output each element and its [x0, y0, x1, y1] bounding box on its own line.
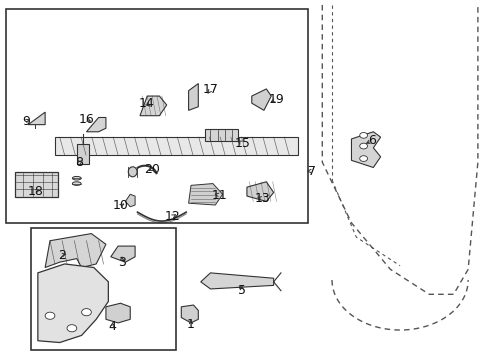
Ellipse shape: [72, 176, 81, 180]
Circle shape: [359, 156, 367, 161]
FancyBboxPatch shape: [15, 172, 58, 197]
Text: 2: 2: [58, 248, 66, 261]
Text: 17: 17: [202, 84, 218, 96]
Bar: [77, 144, 89, 164]
Ellipse shape: [72, 182, 81, 185]
Polygon shape: [181, 305, 198, 323]
Circle shape: [81, 309, 91, 316]
Text: 7: 7: [307, 165, 315, 177]
FancyBboxPatch shape: [55, 137, 297, 155]
Text: 6: 6: [367, 134, 375, 147]
Text: 20: 20: [144, 163, 160, 176]
Text: 8: 8: [75, 156, 83, 169]
Text: 1: 1: [187, 318, 195, 331]
Polygon shape: [45, 234, 106, 267]
Polygon shape: [38, 264, 108, 342]
Circle shape: [359, 132, 367, 138]
Text: 11: 11: [211, 189, 226, 202]
Circle shape: [67, 325, 77, 332]
Circle shape: [45, 312, 55, 319]
Text: 3: 3: [118, 256, 125, 269]
Ellipse shape: [128, 167, 137, 177]
Polygon shape: [28, 112, 45, 125]
Polygon shape: [201, 273, 273, 289]
Polygon shape: [188, 84, 198, 111]
Polygon shape: [125, 194, 135, 207]
Polygon shape: [140, 96, 166, 116]
Text: 9: 9: [22, 114, 30, 127]
Text: 13: 13: [255, 193, 270, 206]
Text: 15: 15: [234, 137, 250, 150]
Polygon shape: [251, 89, 271, 111]
Bar: [30, 228, 176, 350]
Circle shape: [359, 143, 367, 149]
Text: 10: 10: [113, 199, 129, 212]
Polygon shape: [106, 303, 130, 323]
Text: 14: 14: [138, 97, 154, 110]
Polygon shape: [351, 132, 380, 167]
Bar: [6, 9, 307, 223]
Polygon shape: [188, 184, 222, 205]
Text: 5: 5: [238, 284, 245, 297]
Polygon shape: [111, 246, 135, 262]
Text: 4: 4: [108, 320, 116, 333]
Text: 16: 16: [79, 113, 94, 126]
Text: 18: 18: [27, 185, 43, 198]
Polygon shape: [86, 117, 106, 132]
Text: 12: 12: [164, 210, 180, 223]
Text: 19: 19: [268, 93, 284, 106]
Polygon shape: [246, 182, 273, 202]
FancyBboxPatch shape: [204, 129, 238, 141]
